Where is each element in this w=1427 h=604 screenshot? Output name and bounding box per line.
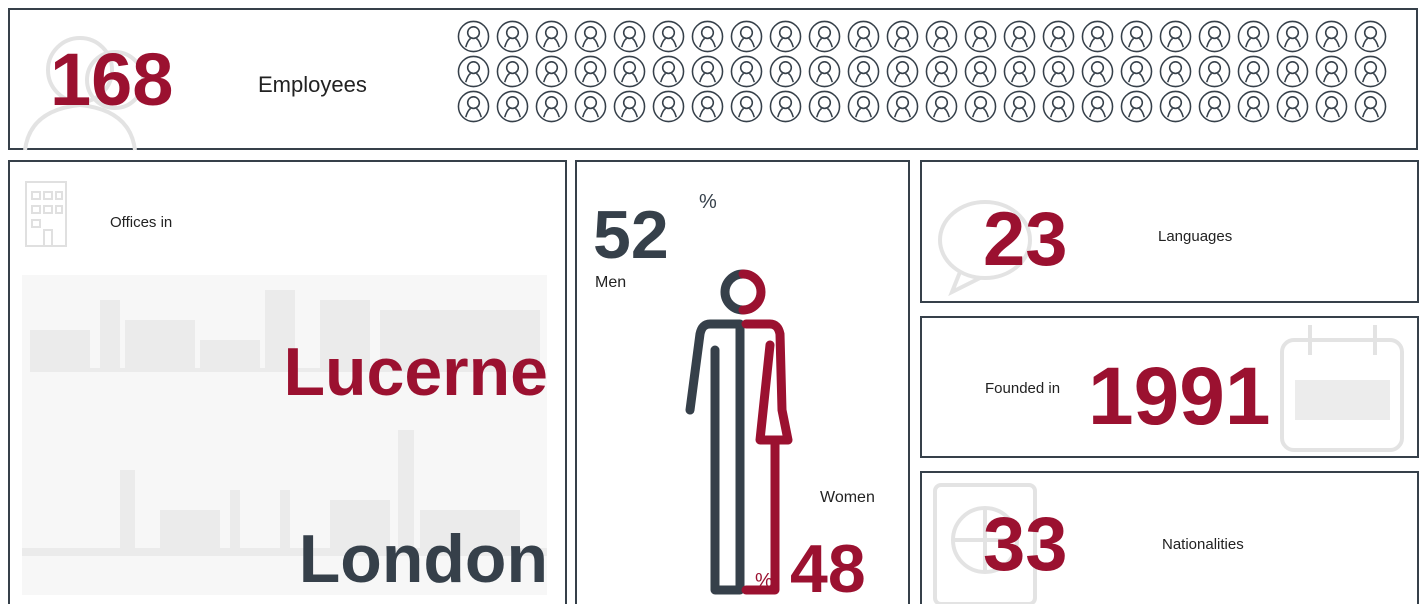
office-city: Lucerne	[283, 334, 548, 410]
employees-label: Employees	[258, 72, 367, 97]
women-percent: 48	[790, 531, 866, 604]
office-city: London	[299, 521, 548, 597]
nationalities-count: 33	[983, 502, 1068, 587]
employees-count: 168	[50, 38, 173, 121]
percent-sign: %	[755, 570, 773, 592]
men-percent: 52	[593, 197, 669, 273]
men-label: Men	[595, 274, 626, 291]
offices-label: Offices in	[110, 214, 172, 231]
languages-label: Languages	[1158, 228, 1232, 245]
languages-count: 23	[983, 197, 1068, 282]
founded-year: 1991	[1088, 351, 1270, 442]
nationalities-label: Nationalities	[1162, 536, 1244, 553]
percent-sign: %	[699, 191, 717, 213]
founded-label: Founded in	[985, 380, 1060, 397]
women-label: Women	[820, 489, 875, 506]
infographic: 168 Employees Offices in Lucerne London …	[0, 0, 1427, 604]
